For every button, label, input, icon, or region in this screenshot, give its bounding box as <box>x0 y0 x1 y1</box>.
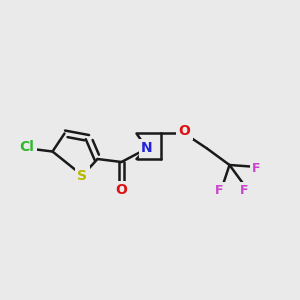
Text: S: S <box>77 169 88 182</box>
Text: F: F <box>215 184 223 197</box>
Text: Cl: Cl <box>20 140 34 154</box>
Text: O: O <box>116 184 128 197</box>
Text: N: N <box>141 142 153 155</box>
Text: F: F <box>240 184 249 197</box>
Text: O: O <box>178 124 190 138</box>
Text: F: F <box>215 184 223 197</box>
Text: O: O <box>116 184 128 197</box>
Text: S: S <box>77 169 88 182</box>
Text: F: F <box>240 184 249 197</box>
Text: F: F <box>252 161 261 175</box>
Text: F: F <box>252 161 261 175</box>
Text: Cl: Cl <box>20 140 34 154</box>
Text: O: O <box>178 124 190 138</box>
Text: N: N <box>141 142 153 155</box>
